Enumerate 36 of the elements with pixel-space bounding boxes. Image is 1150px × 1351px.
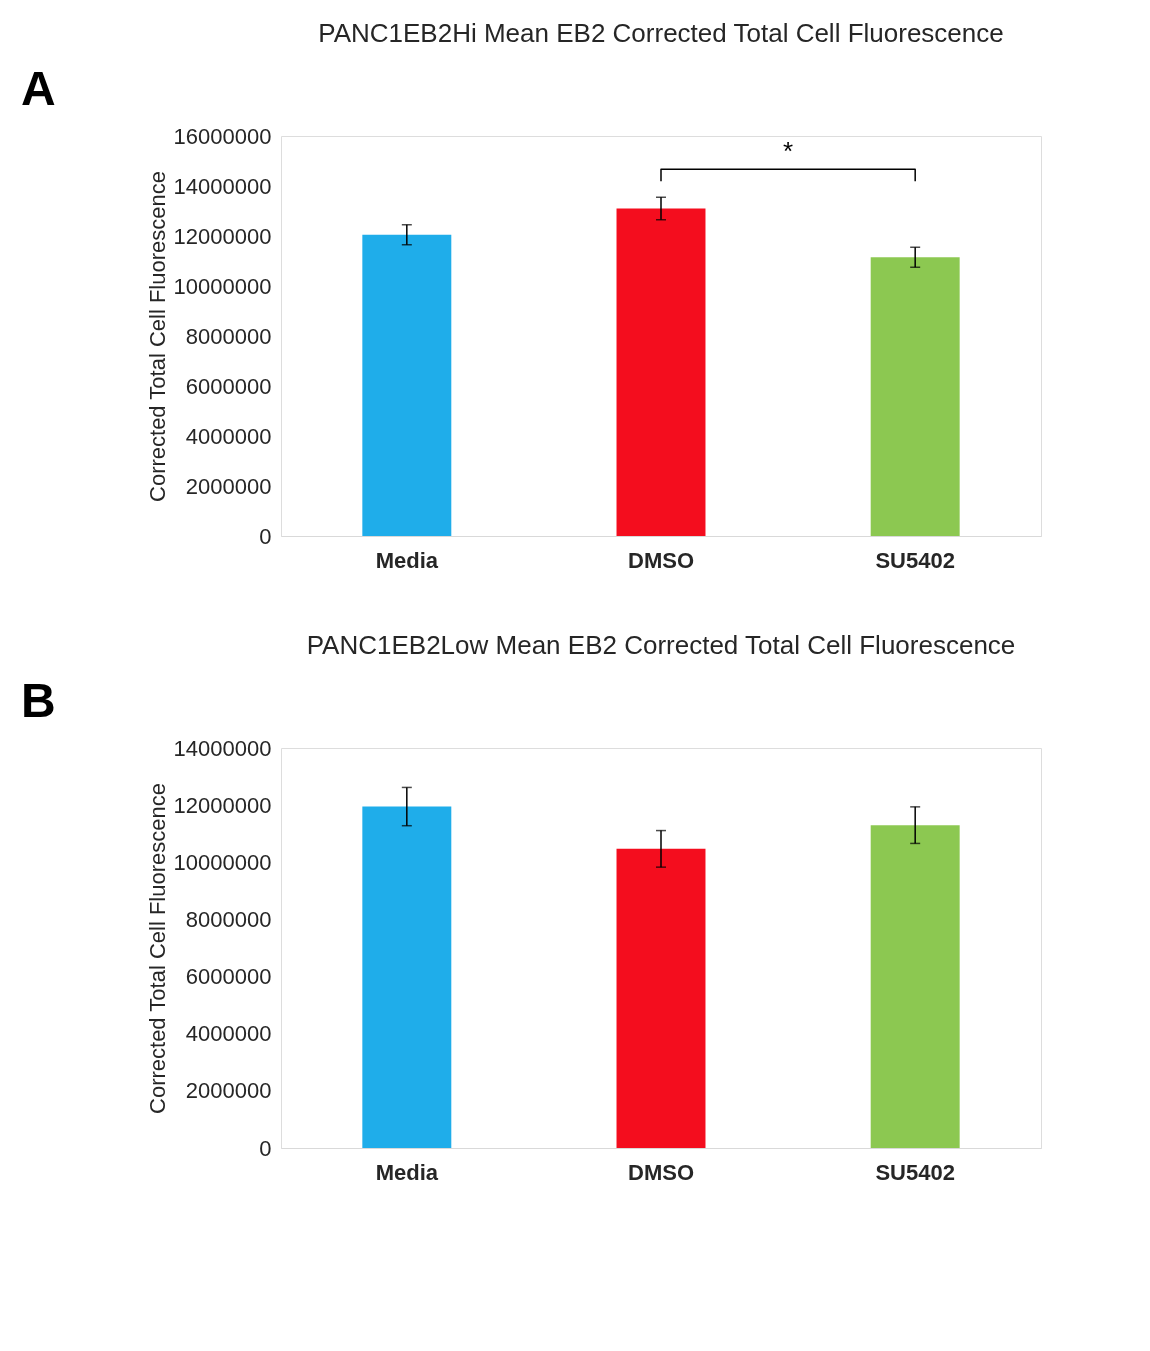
y-tick-label: 2000000 [185, 473, 272, 499]
y-tick-label: 6000000 [185, 373, 272, 399]
y-tick-label: 12000000 [173, 792, 272, 818]
x-tick-label: Media [375, 1159, 439, 1185]
y-tick-label: 10000000 [173, 273, 272, 299]
x-tick-label: Media [375, 547, 439, 573]
y-axis-title: Corrected Total Cell Fluorescence [144, 783, 170, 1114]
y-tick-label: 0 [259, 523, 272, 549]
y-tick-label: 8000000 [185, 906, 272, 932]
y-tick-label: 8000000 [185, 323, 272, 349]
y-tick-label: 12000000 [173, 223, 272, 249]
text: A [21, 62, 56, 115]
bar [616, 208, 706, 536]
y-tick-label: 6000000 [185, 964, 272, 990]
y-tick-label: 14000000 [173, 173, 272, 199]
text: B [21, 674, 56, 727]
y-tick-label: 14000000 [173, 735, 272, 761]
bar [616, 848, 706, 1148]
x-tick-label: SU5402 [875, 1159, 955, 1185]
chart-title: PANC1EB2Hi Mean EB2 Corrected Total Cell Fluorescence [318, 18, 1004, 48]
x-tick-label: SU5402 [875, 547, 955, 573]
annotation: * [783, 136, 794, 167]
bar [870, 257, 960, 536]
y-tick-label: 0 [259, 1135, 272, 1161]
y-tick-label: 16000000 [173, 123, 272, 149]
chart-title: PANC1EB2Low Mean EB2 Corrected Total Cell Fluorescence [306, 630, 1016, 660]
x-tick-label: DMSO [628, 1159, 694, 1185]
bar [870, 825, 960, 1148]
y-tick-label: 4000000 [185, 1021, 272, 1047]
y-tick-label: 10000000 [173, 849, 272, 875]
y-tick-label: 2000000 [185, 1078, 272, 1104]
bar [362, 234, 452, 536]
x-tick-label: DMSO [628, 547, 694, 573]
y-axis-title: Corrected Total Cell Fluorescence [144, 171, 170, 502]
y-tick-label: 4000000 [185, 423, 272, 449]
bar [362, 806, 452, 1148]
